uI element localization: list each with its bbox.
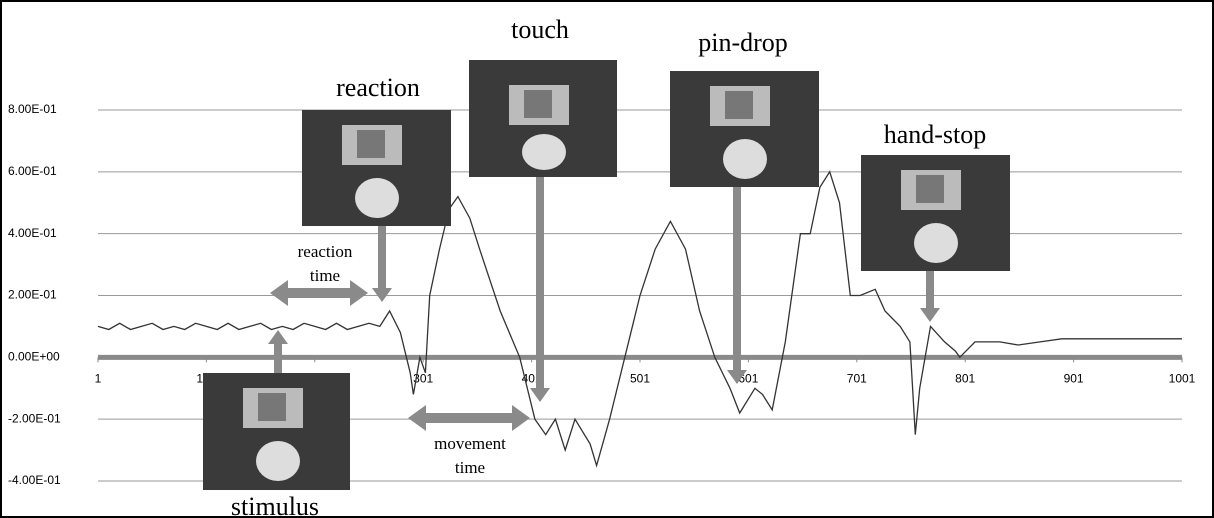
annotation: reaction time bbox=[285, 240, 365, 288]
x-tick-label: 901 bbox=[1064, 372, 1084, 386]
annotation: reaction bbox=[336, 73, 420, 102]
photo bbox=[302, 110, 451, 226]
y-tick-label: 8.00E-01 bbox=[8, 102, 57, 116]
y-tick-label: -4.00E-01 bbox=[8, 473, 61, 487]
annotation: hand-stop bbox=[884, 120, 987, 149]
annotation: pin-drop bbox=[698, 28, 788, 57]
annotation: stimulus bbox=[231, 492, 319, 518]
x-tick-label: 501 bbox=[630, 372, 650, 386]
photo bbox=[203, 373, 350, 490]
y-tick-label: 2.00E-01 bbox=[8, 288, 57, 302]
annotation: movement time bbox=[420, 432, 520, 480]
x-tick-label: 801 bbox=[955, 372, 975, 386]
x-tick-label: 1001 bbox=[1169, 372, 1196, 386]
annotation-box: reaction time bbox=[285, 240, 365, 290]
annotation: touch bbox=[511, 15, 569, 44]
photo bbox=[670, 71, 819, 187]
y-tick-label: 0.00E+00 bbox=[8, 350, 60, 364]
photo bbox=[469, 60, 617, 177]
x-tick-label: 1 bbox=[95, 372, 102, 386]
y-tick-label: 6.00E-01 bbox=[8, 164, 57, 178]
chart: -4.00E-01 -2.00E-01 0.00E+00 2.00E-01 4.00E-… bbox=[0, 0, 1214, 518]
y-tick-label: 4.00E-01 bbox=[8, 226, 57, 240]
photo bbox=[861, 155, 1010, 271]
x-tick-label: 701 bbox=[847, 372, 867, 386]
y-tick-label: -2.00E-01 bbox=[8, 411, 61, 425]
annotation-box: movement time bbox=[420, 432, 520, 482]
